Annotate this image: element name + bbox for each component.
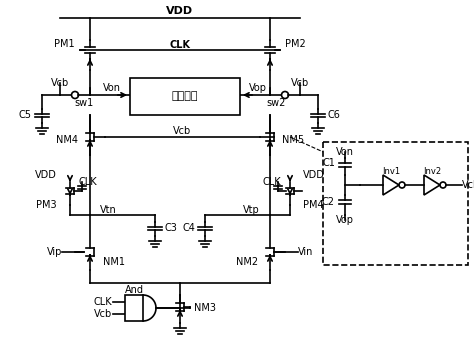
Text: PM3: PM3	[36, 200, 57, 210]
Text: CLK: CLK	[263, 177, 281, 187]
Text: VDD: VDD	[166, 6, 193, 16]
Text: Inv2: Inv2	[423, 168, 441, 176]
Text: C6: C6	[328, 110, 341, 120]
Text: NM2: NM2	[236, 257, 258, 267]
Text: sw1: sw1	[74, 98, 93, 108]
Text: C3: C3	[165, 223, 178, 233]
Text: Vip: Vip	[46, 247, 62, 257]
Text: VDD: VDD	[303, 170, 325, 180]
Text: NM5: NM5	[282, 135, 304, 145]
Bar	[130, 78, 240, 115]
Text: Vop: Vop	[249, 83, 267, 93]
Text: C1: C1	[322, 158, 335, 168]
Bar	[323, 142, 468, 265]
Text: NM1: NM1	[103, 257, 125, 267]
Text: C4: C4	[182, 223, 195, 233]
Text: NM3: NM3	[194, 303, 216, 313]
Text: Vop: Vop	[336, 215, 354, 225]
Text: Vtp: Vtp	[243, 205, 260, 215]
Text: 共模检测: 共模检测	[172, 91, 198, 101]
Text: Von: Von	[103, 83, 121, 93]
Text: C5: C5	[19, 110, 32, 120]
Text: Vcb: Vcb	[94, 309, 112, 319]
Text: CLK: CLK	[79, 177, 97, 187]
Text: Vcb: Vcb	[51, 78, 69, 88]
Text: Vcb: Vcb	[291, 78, 309, 88]
Text: C2: C2	[322, 197, 335, 207]
Text: VDD: VDD	[35, 170, 57, 180]
Text: Vcb: Vcb	[462, 180, 474, 190]
Bar	[125, 295, 143, 321]
Text: PM2: PM2	[285, 39, 306, 49]
Text: Vin: Vin	[298, 247, 313, 257]
Text: And: And	[125, 285, 144, 295]
Text: CLK: CLK	[170, 40, 191, 50]
Text: NM4: NM4	[56, 135, 78, 145]
Text: CLK: CLK	[93, 297, 112, 307]
Text: Von: Von	[336, 147, 354, 157]
Text: Vtn: Vtn	[100, 205, 117, 215]
Text: Inv1: Inv1	[382, 168, 400, 176]
Text: Vcb: Vcb	[173, 126, 191, 136]
Text: PM4: PM4	[303, 200, 324, 210]
Text: PM1: PM1	[55, 39, 75, 49]
Text: sw2: sw2	[266, 98, 286, 108]
